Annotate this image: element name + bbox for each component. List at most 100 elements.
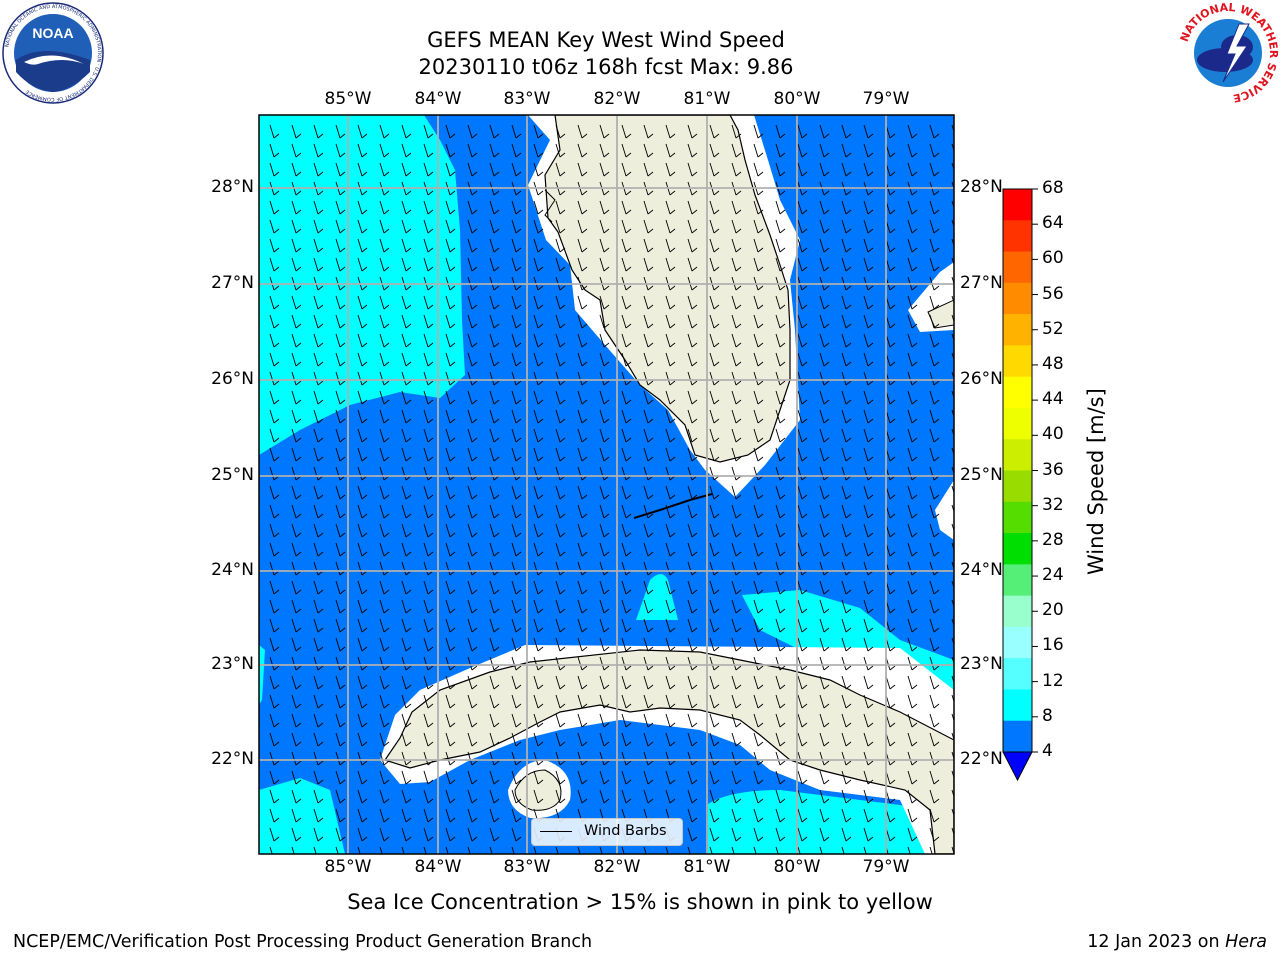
- wind-barb: [797, 713, 808, 728]
- wind-barb: [599, 770, 610, 785]
- wind-barb: [731, 295, 742, 310]
- colorbar-tick-label: 64: [1042, 213, 1064, 234]
- wind-barb: [291, 200, 302, 215]
- wind-barb: [709, 352, 720, 367]
- wind-barb: [687, 333, 698, 348]
- wind-barb: [709, 694, 720, 709]
- wind-barb: [489, 238, 500, 253]
- wind-barb: [819, 580, 830, 595]
- wind-barb: [577, 447, 588, 462]
- colorbar-swatch: [1003, 439, 1032, 471]
- wind-barb: [489, 485, 500, 500]
- wind-barb: [489, 295, 500, 310]
- footer-host: Hera: [1225, 932, 1267, 952]
- wind-barb: [357, 219, 368, 234]
- wind-barb: [467, 390, 478, 405]
- wind-barb: [863, 352, 874, 367]
- colorbar-tick-label: 68: [1042, 178, 1064, 198]
- wind-barb: [379, 732, 390, 747]
- wind-barb: [665, 447, 676, 462]
- wind-barb: [467, 808, 478, 823]
- wind-barb: [797, 732, 808, 747]
- wind-barb: [511, 637, 522, 652]
- wind-barb: [313, 314, 324, 329]
- wind-barb: [555, 542, 566, 557]
- wind-barb: [599, 504, 610, 519]
- wind-barb: [819, 523, 830, 538]
- wind-barb: [577, 523, 588, 538]
- wind-barb: [335, 200, 346, 215]
- colorbar-tick-label: 40: [1042, 424, 1064, 445]
- wind-barb: [379, 314, 390, 329]
- wind-barb: [709, 580, 720, 595]
- wind-barb: [335, 124, 346, 139]
- wind-barb: [291, 599, 302, 614]
- wind-barb: [489, 504, 500, 519]
- wind-barb: [423, 447, 434, 462]
- footer-date-text: 12 Jan 2023 on: [1087, 932, 1226, 952]
- wind-barb: [379, 599, 390, 614]
- wind-barb: [797, 295, 808, 310]
- wind-barb: [929, 580, 940, 595]
- wind-barb: [489, 333, 500, 348]
- wind-barb: [445, 238, 456, 253]
- wind-barb: [313, 656, 324, 671]
- wind-barb: [709, 732, 720, 747]
- wind-barb: [621, 238, 632, 253]
- wind-barb: [709, 485, 720, 500]
- wind-barb: [863, 447, 874, 462]
- wind-barb: [863, 542, 874, 557]
- wind-barb: [797, 504, 808, 519]
- wind-barb: [335, 352, 346, 367]
- wind-barb: [379, 656, 390, 671]
- wind-barb: [709, 371, 720, 386]
- wind-barb: [797, 371, 808, 386]
- wind-barb: [269, 200, 280, 215]
- wind-barb: [291, 580, 302, 595]
- wind-barb: [357, 257, 368, 272]
- wind-barb: [379, 485, 390, 500]
- wind-barb: [357, 162, 368, 177]
- wind-barb: [929, 656, 940, 671]
- wind-barb: [929, 162, 940, 177]
- wind-barb: [665, 618, 676, 633]
- wind-barb: [665, 295, 676, 310]
- wind-barb: [907, 143, 918, 158]
- wind-barb: [863, 409, 874, 424]
- wind-barb: [951, 656, 954, 666]
- wind-barb: [511, 409, 522, 424]
- wind-barb: [533, 542, 544, 557]
- lon-label-top: 83°W: [503, 89, 551, 109]
- wind-barb: [819, 428, 830, 443]
- wind-barb: [731, 200, 742, 215]
- wind-barb: [335, 485, 346, 500]
- wind-barb: [269, 542, 280, 557]
- wind-barb: [643, 732, 654, 747]
- wind-barb: [951, 238, 954, 248]
- wind-barb: [445, 314, 456, 329]
- wind-barb: [489, 409, 500, 424]
- wind-barb: [401, 352, 412, 367]
- wind-barb: [335, 751, 346, 766]
- wind-barb: [687, 523, 698, 538]
- wind-barb: [907, 504, 918, 519]
- wind-barb: [291, 238, 302, 253]
- colorbar-swatch: [1003, 533, 1032, 565]
- wind-barb: [291, 371, 302, 386]
- wind-barb: [665, 770, 676, 785]
- wind-barb: [379, 675, 390, 690]
- wind-barb: [841, 124, 852, 139]
- wind-barb: [533, 390, 544, 405]
- wind-barb: [775, 409, 786, 424]
- wind-barb: [489, 656, 500, 671]
- wind-barb: [929, 827, 940, 842]
- wind-barb: [709, 504, 720, 519]
- wind-barb: [401, 770, 412, 785]
- wind-barb: [665, 219, 676, 234]
- wind-barb: [753, 827, 764, 842]
- wind-barb: [577, 143, 588, 158]
- wind-barb: [379, 333, 390, 348]
- wind-barb: [951, 846, 954, 854]
- wind-barb: [709, 124, 720, 139]
- wind-barb: [269, 618, 280, 633]
